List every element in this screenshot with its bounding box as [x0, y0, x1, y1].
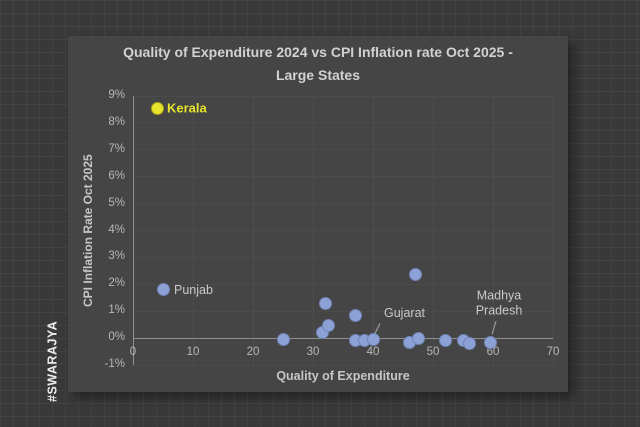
y-tick-label: 6%	[108, 169, 125, 182]
point-label-punjab: Punjab	[174, 282, 213, 297]
x-axis-title: Quality of Expenditure	[276, 369, 410, 383]
gridline-horizontal	[133, 310, 553, 312]
gridline-horizontal	[133, 95, 553, 97]
x-axis-line	[133, 337, 553, 339]
x-tick-label: 70	[546, 346, 560, 359]
data-point	[462, 336, 476, 350]
watermark-swarajya: #SWARAJYA	[45, 320, 60, 402]
leader-lines	[373, 320, 497, 336]
point-label-gujarat: Gujarat	[384, 306, 425, 321]
data-point-madhya-pradesh	[483, 335, 497, 349]
data-point	[411, 331, 425, 345]
chart-title: Quality of Expenditure 2024 vs CPI Infla…	[123, 44, 513, 83]
y-tick-label: 8%	[108, 115, 125, 128]
gridline-horizontal	[133, 256, 553, 258]
gridline-horizontal	[133, 176, 553, 178]
gridline-horizontal	[133, 149, 553, 151]
data-point	[438, 334, 452, 348]
point-label-madhya-pradesh: Madhya Pradesh	[475, 288, 523, 318]
y-tick-label: 1%	[108, 304, 125, 317]
x-tick-label: 10	[186, 346, 200, 359]
point-label-kerala: Kerala	[167, 100, 207, 116]
data-point-punjab	[156, 283, 170, 297]
x-tick-label: 30	[306, 346, 320, 359]
y-tick-label: 7%	[108, 142, 125, 155]
y-tick-label: 9%	[108, 89, 125, 101]
data-point-kerala	[150, 101, 164, 115]
gridline-horizontal	[133, 283, 553, 285]
data-point	[348, 308, 362, 322]
y-tick-label: -1%	[104, 358, 125, 370]
y-tick-label: 3%	[108, 250, 125, 263]
y-tick-label: 4%	[108, 223, 125, 236]
y-tick-label: 5%	[108, 196, 125, 209]
gridline-horizontal	[133, 230, 553, 231]
data-point-gujarat	[366, 332, 380, 346]
data-point	[276, 332, 290, 346]
gridline-vertical	[552, 96, 554, 365]
data-point	[408, 268, 422, 282]
y-tick-label: 2%	[108, 277, 125, 290]
x-tick-label: 50	[426, 346, 440, 359]
data-point	[321, 319, 335, 333]
y-axis-line	[133, 96, 134, 365]
plot-area: 0 10 20 30 40 50 60 70 9% 8% 7% 6% 5% 4% 3% 2% 1% 0% -1% Ke…	[105, 89, 560, 370]
gridline-horizontal	[133, 364, 553, 366]
y-tick-label: 0%	[108, 331, 125, 344]
x-tick-label: 40	[366, 346, 380, 359]
gridline-horizontal	[133, 122, 553, 124]
chart-panel: Quality of Expenditure 2024 vs CPI Infla…	[68, 36, 568, 392]
gridline-horizontal	[133, 203, 553, 205]
data-point	[318, 296, 332, 310]
x-tick-label: 20	[246, 346, 260, 359]
y-axis-title: CPI Inflation Rate Oct 2025	[81, 154, 95, 307]
x-tick-label: 0	[129, 346, 137, 359]
x-tick-label: 60	[486, 346, 500, 359]
